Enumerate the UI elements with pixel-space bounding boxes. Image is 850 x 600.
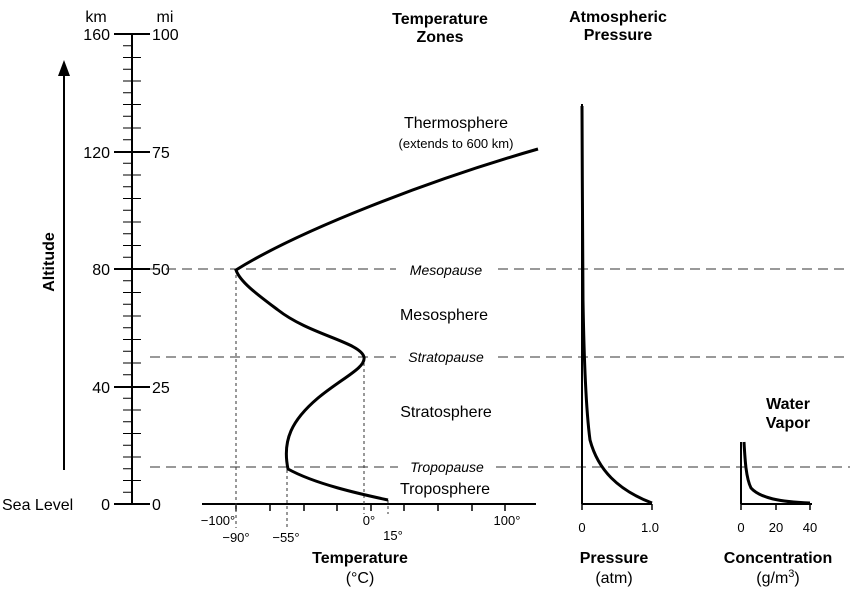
- vapor-axis-title: Concentration: [724, 550, 832, 567]
- altitude-label: Altitude: [41, 232, 58, 292]
- pressure-profile-curve: [580, 105, 653, 505]
- pressure-axis-title: Pressure: [580, 550, 649, 567]
- thermosphere-note: (extends to 600 km): [399, 136, 514, 151]
- altitude-arrowhead: [58, 60, 70, 76]
- vapor-tick-0: 0: [737, 520, 744, 535]
- thermosphere-label: Thermosphere: [404, 115, 508, 132]
- mi-tick-100: 100: [152, 27, 179, 44]
- vapor-profile-curve: [742, 441, 811, 505]
- mesosphere-label: Mesosphere: [400, 307, 488, 324]
- vapor-header-line2: Vapor: [766, 415, 810, 432]
- stratopause-label: Stratopause: [408, 349, 484, 365]
- temp-tick-100: 100°: [494, 513, 521, 528]
- pressure-tick-1: 1.0: [641, 520, 659, 535]
- mi-tick-75: 75: [152, 145, 170, 162]
- km-tick-80: 80: [92, 262, 110, 279]
- zones-header-line1: Temperature: [392, 11, 488, 28]
- pressure-header-line1: Atmospheric: [569, 9, 667, 26]
- vapor-tick-20: 20: [769, 520, 783, 535]
- stratosphere-label: Stratosphere: [400, 404, 492, 421]
- km-tick-40: 40: [92, 380, 110, 397]
- boundary-lines: [150, 268, 850, 468]
- vapor-unit-close: ): [794, 570, 799, 587]
- mi-tick-0: 0: [152, 497, 161, 514]
- vapor-unit-base: (g/m: [756, 570, 788, 587]
- vapor-header-line1: Water: [766, 396, 810, 413]
- mi-tick-25: 25: [152, 380, 170, 397]
- altitude-major-ticks: [114, 33, 150, 505]
- pressure-header-line2: Pressure: [584, 27, 653, 44]
- pressure-axis-unit: (atm): [595, 570, 632, 587]
- temperature-reference-lines: [235, 269, 389, 528]
- km-header: km: [85, 9, 106, 26]
- pressure-axis-ticks: [581, 504, 653, 510]
- vapor-tick-40: 40: [803, 520, 817, 535]
- pressure-tick-0: 0: [578, 520, 585, 535]
- temperature-profile-curve: [234, 147, 539, 502]
- temperature-axis-unit: (°C): [346, 570, 375, 587]
- vapor-unit-sup: 3: [788, 568, 794, 580]
- temp-mark-minus55: −55°: [272, 530, 299, 545]
- mi-header: mi: [157, 9, 174, 26]
- temp-tick-0: 0°: [363, 513, 375, 528]
- temp-tick-15: 15°: [383, 528, 403, 543]
- km-tick-160: 160: [83, 27, 110, 44]
- temperature-axis-ticks: [235, 504, 506, 511]
- mesopause-label: Mesopause: [410, 262, 483, 278]
- temp-mark-minus90: −90°: [222, 530, 249, 545]
- temperature-axis-title: Temperature: [312, 550, 408, 567]
- km-tick-120: 120: [83, 145, 110, 162]
- troposphere-label: Troposphere: [400, 481, 490, 498]
- tropopause-label: Tropopause: [410, 459, 484, 475]
- temp-tick-minus100: −100°: [201, 513, 235, 528]
- km-tick-0: 0: [101, 497, 110, 514]
- mi-tick-50: 50: [152, 262, 170, 279]
- sea-level-label: Sea Level: [2, 497, 73, 514]
- vapor-axis-unit: (g/m3): [756, 568, 799, 587]
- vapor-axis-ticks: [740, 504, 811, 510]
- zones-header-line2: Zones: [416, 29, 463, 46]
